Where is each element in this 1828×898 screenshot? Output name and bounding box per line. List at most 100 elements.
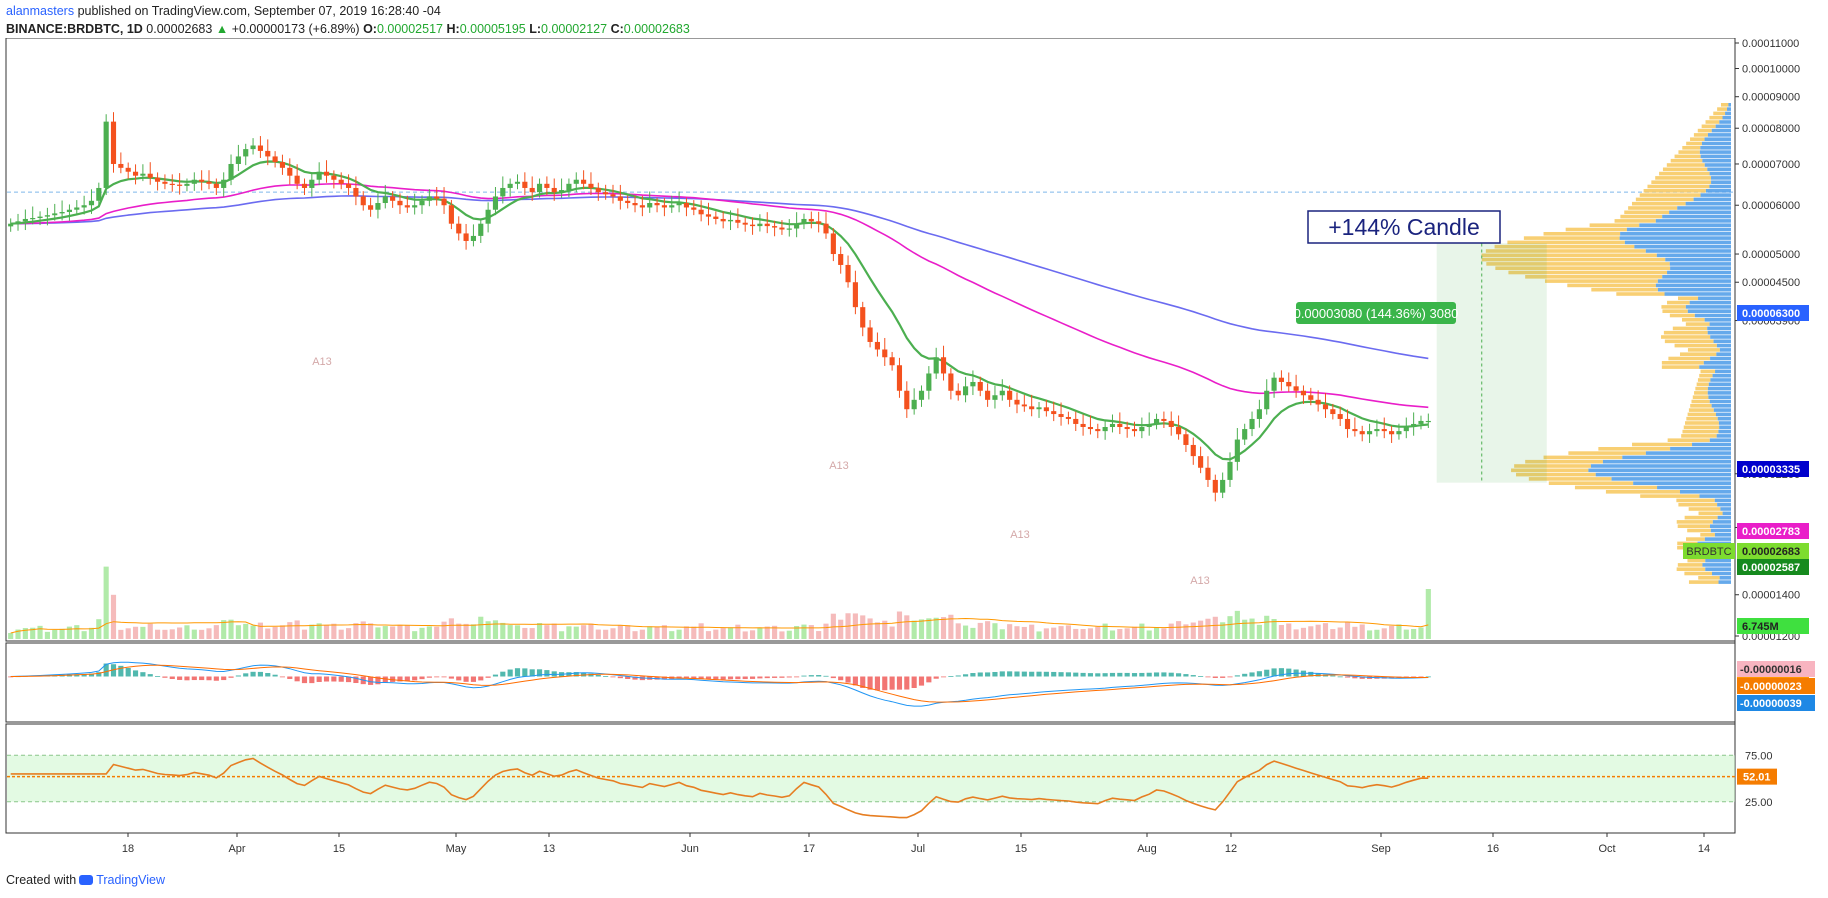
open-value: 0.00002517 bbox=[376, 22, 443, 36]
candle-body bbox=[801, 218, 807, 224]
volume-profile-bar-up bbox=[1668, 356, 1711, 361]
volume-bar bbox=[1176, 621, 1182, 639]
candle-body bbox=[1109, 423, 1116, 428]
candle-body bbox=[243, 149, 249, 157]
volume-bar bbox=[999, 629, 1005, 639]
macd-histogram-bar bbox=[617, 676, 623, 679]
volume-profile-bar-down bbox=[1709, 322, 1731, 326]
volume-bar bbox=[110, 594, 117, 639]
candle-body bbox=[1337, 414, 1343, 419]
candle-body bbox=[110, 121, 117, 164]
volume-profile-bar-down bbox=[1717, 515, 1731, 520]
volume-profile-bar-up bbox=[1661, 305, 1686, 309]
tradingview-link[interactable]: TradingView bbox=[96, 873, 165, 887]
volume-profile-bar-down bbox=[1715, 412, 1731, 417]
volume-bar bbox=[581, 625, 587, 639]
volume-profile-bar-down bbox=[1705, 558, 1731, 563]
candle-body bbox=[529, 187, 535, 193]
time-tick-label: 15 bbox=[1015, 843, 1027, 855]
volume-profile-bar-up bbox=[1614, 219, 1656, 223]
price-chart[interactable]: 0.00003080 (144.36%) 3080 +144% Candle A13… bbox=[0, 38, 1828, 868]
price-badge: 0.00002683 bbox=[1742, 546, 1800, 558]
macd-histogram-bar bbox=[896, 676, 903, 690]
volume-profile-bar-down bbox=[1709, 438, 1731, 442]
candle-body bbox=[764, 223, 770, 227]
volume-profile-bar-up bbox=[1692, 395, 1709, 399]
volume-bar bbox=[962, 625, 969, 639]
chart-annotations: 0.00003080 (144.36%) 3080 +144% Candle A13… bbox=[312, 210, 1547, 587]
candle-body bbox=[1300, 390, 1307, 396]
macd-histogram-bar bbox=[1212, 676, 1218, 678]
time-axis[interactable]: 18 Apr 15 May 13 Jun 17 Jul 15 Aug 12 Sep 16 Oct 14 bbox=[122, 833, 1710, 855]
price-axis[interactable]: 0.00011000 0.00010000 0.00009000 0.00008000… bbox=[1683, 38, 1815, 809]
candle-body bbox=[375, 203, 381, 210]
macd-histogram-bar bbox=[441, 676, 447, 678]
candle-body bbox=[588, 183, 594, 188]
macd-histogram-bar bbox=[1242, 673, 1248, 677]
volume-profile-bar-up bbox=[1628, 206, 1678, 210]
candle-body bbox=[970, 381, 976, 387]
candle-body bbox=[404, 205, 410, 208]
volume-profile-bar-down bbox=[1709, 524, 1731, 528]
macd-histogram-bar bbox=[382, 676, 388, 683]
candle-body bbox=[603, 192, 609, 195]
volume-bar bbox=[676, 629, 682, 639]
volume-profile-bar-down bbox=[1700, 193, 1731, 197]
volume-bar bbox=[808, 625, 814, 639]
volume-profile-bar-down bbox=[1712, 373, 1731, 378]
volume-profile-bar-up bbox=[1481, 257, 1666, 262]
volume-profile-bar-up bbox=[1639, 193, 1701, 197]
volume-bar bbox=[169, 629, 175, 639]
volume-profile-bar-up bbox=[1568, 451, 1646, 455]
volume-bar bbox=[683, 626, 690, 639]
price-badge: 0.00006300 bbox=[1742, 308, 1800, 320]
macd-histogram-bar bbox=[470, 676, 477, 682]
volume-bar bbox=[15, 629, 21, 639]
volume-profile-bar-up bbox=[1687, 558, 1706, 563]
volume-bar bbox=[551, 623, 557, 639]
macd-histogram-bar bbox=[500, 671, 506, 677]
volume-profile-bar-up bbox=[1528, 477, 1612, 481]
macd-histogram-bar bbox=[654, 676, 660, 680]
candle-body bbox=[1411, 423, 1417, 428]
volume-profile-bar-down bbox=[1705, 567, 1731, 571]
macd-histogram-bar bbox=[1087, 673, 1094, 677]
volume-profile-bar-up bbox=[1694, 391, 1708, 395]
volume-bar bbox=[1278, 625, 1284, 639]
macd-histogram-bar bbox=[940, 676, 947, 678]
candle-body bbox=[632, 203, 638, 206]
candle-body bbox=[1212, 479, 1218, 493]
author-link[interactable]: alanmasters bbox=[6, 4, 75, 18]
volume-profile-bar-up bbox=[1511, 468, 1589, 473]
high-value: 0.00005195 bbox=[459, 22, 526, 36]
macd-histogram-bar bbox=[735, 676, 741, 680]
macd-histogram-bar bbox=[691, 676, 697, 679]
volume-bar bbox=[52, 629, 58, 639]
candle-body bbox=[1315, 399, 1321, 405]
candle-body bbox=[896, 365, 903, 391]
candle-body bbox=[749, 224, 756, 227]
volume-bar bbox=[463, 623, 469, 639]
candle-body bbox=[96, 187, 102, 201]
candle-body bbox=[852, 282, 858, 308]
volume-profile-bar-down bbox=[1714, 533, 1731, 537]
time-tick-label: Jul bbox=[911, 843, 925, 855]
candle-body bbox=[977, 381, 983, 391]
volume-bar bbox=[1139, 623, 1145, 639]
macd-histogram-bar bbox=[404, 676, 410, 682]
rsi-tick-label: 75.00 bbox=[1745, 750, 1773, 762]
volume-profile-bar-up bbox=[1670, 158, 1703, 163]
candle-body bbox=[816, 221, 822, 224]
volume-profile-bar-down bbox=[1709, 399, 1731, 404]
candle-body bbox=[786, 228, 792, 230]
volume-bar bbox=[1198, 620, 1204, 639]
candle-body bbox=[1418, 420, 1424, 424]
volume-bar bbox=[874, 622, 880, 639]
volume-bar bbox=[735, 624, 741, 639]
candle-body bbox=[985, 390, 991, 400]
candle-body bbox=[617, 196, 623, 201]
candle-body bbox=[1139, 427, 1145, 432]
candle-body bbox=[962, 386, 969, 396]
volume-profile-bar-down bbox=[1694, 313, 1731, 318]
candle-body bbox=[1198, 456, 1204, 468]
